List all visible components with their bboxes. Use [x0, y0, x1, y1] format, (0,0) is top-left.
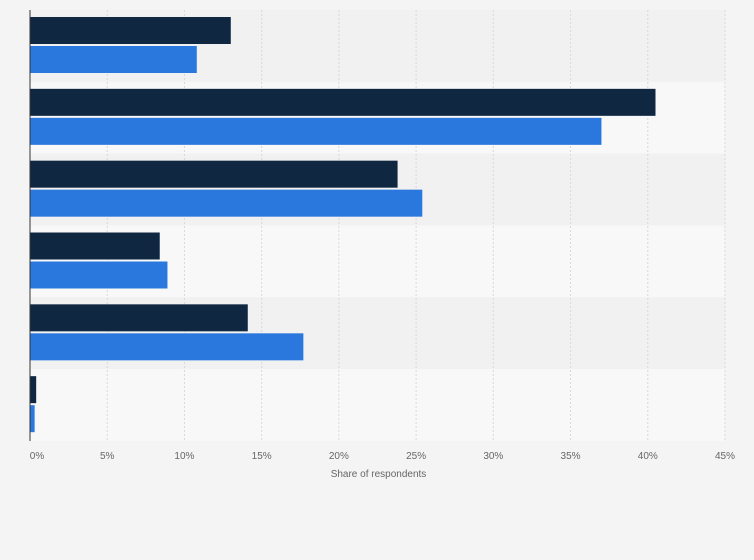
bar	[30, 333, 304, 361]
bar	[30, 232, 160, 260]
x-tick-label: 5%	[100, 451, 115, 462]
x-tick-label: 25%	[406, 451, 426, 462]
bar	[30, 189, 423, 217]
bar	[30, 17, 231, 44]
x-tick-label: 20%	[329, 451, 349, 462]
bar	[30, 160, 398, 188]
bars	[30, 17, 656, 433]
bar	[30, 405, 35, 433]
x-tick-labels: 0% 5% 10% 15% 20% 25% 30% 35% 40% 45%	[30, 451, 735, 462]
bar	[30, 117, 602, 145]
bar	[30, 261, 168, 289]
x-tick-label: 30%	[483, 451, 503, 462]
bar	[30, 304, 248, 332]
x-tick-label: 15%	[252, 451, 272, 462]
x-tick-label: 10%	[174, 451, 194, 462]
category-bands	[30, 10, 725, 441]
x-tick-label: 40%	[638, 451, 658, 462]
x-tick-label: 45%	[715, 451, 735, 462]
bar	[30, 46, 197, 73]
bar	[30, 376, 37, 404]
category-band	[30, 369, 725, 441]
x-axis-title: Share of respondents	[331, 469, 427, 480]
bar	[30, 88, 656, 116]
x-tick-label: 0%	[30, 451, 45, 462]
x-tick-label: 35%	[561, 451, 581, 462]
